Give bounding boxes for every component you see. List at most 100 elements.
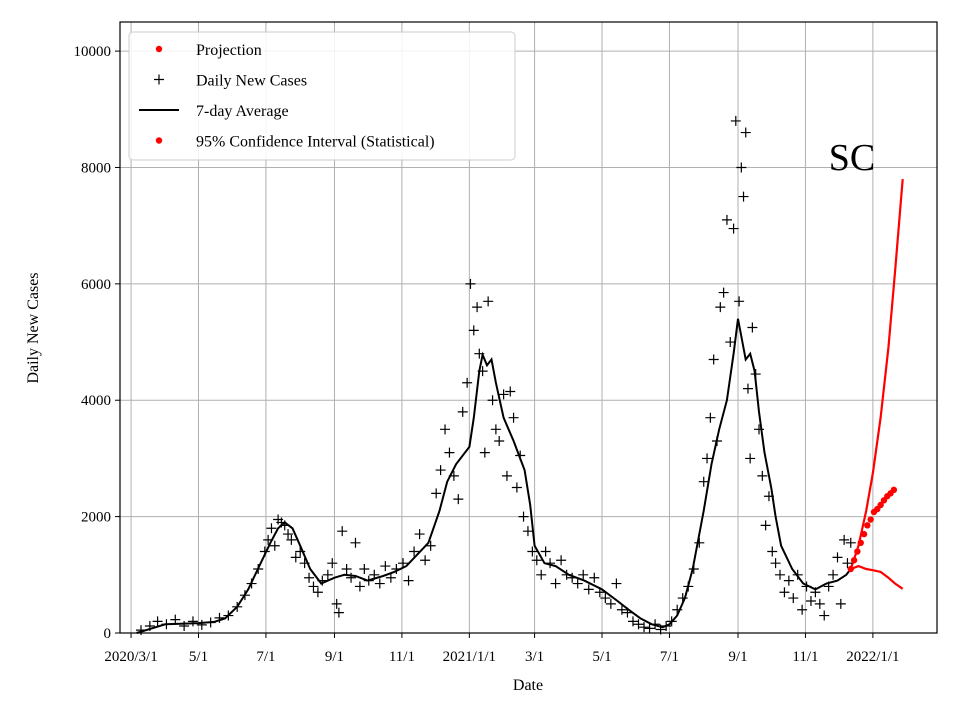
x-tick-label: 11/1 <box>389 649 415 665</box>
x-tick-label: 11/1 <box>792 649 818 665</box>
daily-case-marker <box>730 115 741 126</box>
daily-case-marker <box>501 470 512 481</box>
daily-case-marker <box>835 598 846 609</box>
daily-case-marker <box>350 537 361 548</box>
daily-case-marker <box>331 598 342 609</box>
y-tick-label: 2000 <box>81 510 111 526</box>
legend-dot-marker <box>155 137 163 144</box>
daily-case-marker <box>819 610 830 621</box>
daily-case-marker <box>327 558 338 569</box>
daily-case-marker <box>490 424 501 435</box>
x-tick-label: 5/1 <box>592 649 611 665</box>
daily-case-marker <box>295 546 306 557</box>
x-tick-label: 7/1 <box>660 649 679 665</box>
projection-point <box>860 530 868 538</box>
daily-case-marker <box>223 610 234 621</box>
daily-case-marker <box>627 616 638 627</box>
daily-case-marker <box>308 581 319 592</box>
daily-case-marker <box>832 552 843 563</box>
daily-case-marker <box>472 302 483 313</box>
daily-case-marker <box>232 601 243 612</box>
daily-case-marker <box>536 569 547 580</box>
daily-case-marker <box>290 552 301 563</box>
daily-case-marker <box>299 558 310 569</box>
x-tick-label: 3/1 <box>525 649 544 665</box>
daily-case-marker <box>589 572 600 583</box>
daily-case-marker <box>561 569 572 580</box>
daily-case-marker <box>792 569 803 580</box>
projection-point <box>854 548 861 555</box>
x-tick-label: 5/1 <box>189 649 208 665</box>
daily-case-marker <box>683 581 694 592</box>
daily-case-marker <box>363 575 374 586</box>
y-tick-label: 10000 <box>74 44 112 60</box>
daily-case-marker <box>545 558 556 569</box>
daily-case-marker <box>477 366 488 377</box>
x-tick-label: 9/1 <box>728 649 747 665</box>
daily-case-marker <box>508 412 519 423</box>
daily-case-marker <box>170 614 181 625</box>
daily-case-marker <box>196 619 207 630</box>
daily-case-marker <box>715 302 726 313</box>
daily-case-marker <box>688 563 699 574</box>
daily-case-marker <box>187 616 198 627</box>
daily-case-marker <box>403 575 414 586</box>
daily-case-marker <box>474 348 485 359</box>
daily-case-marker <box>540 546 551 557</box>
x-tick-label: 2021/1/1 <box>443 649 496 665</box>
daily-case-marker <box>801 581 812 592</box>
daily-case-marker <box>797 604 808 615</box>
daily-case-marker <box>839 534 850 545</box>
y-tick-label: 8000 <box>81 160 111 176</box>
legend-label: Projection <box>196 42 262 59</box>
y-tick-label: 4000 <box>81 393 111 409</box>
average-line <box>136 318 852 634</box>
daily-case-marker <box>556 555 567 566</box>
daily-case-marker <box>414 529 425 540</box>
daily-case-marker <box>527 546 538 557</box>
daily-case-marker <box>742 383 753 394</box>
legend-dot-marker <box>155 45 163 53</box>
daily-case-marker <box>738 191 749 202</box>
daily-case-marker <box>788 593 799 604</box>
daily-case-marker <box>583 584 594 595</box>
daily-case-marker <box>465 278 476 289</box>
daily-case-marker <box>453 494 464 505</box>
projection-point <box>850 557 858 564</box>
daily-case-marker <box>728 223 739 234</box>
daily-case-marker <box>409 546 420 557</box>
daily-case-marker <box>736 162 747 173</box>
legend-label: 95% Confidence Interval (Statistical) <box>196 134 435 151</box>
daily-case-marker <box>253 563 264 574</box>
daily-case-marker <box>246 578 257 589</box>
daily-case-marker <box>810 587 821 598</box>
projection-markers <box>847 486 898 573</box>
daily-case-marker <box>845 537 856 548</box>
daily-case-marker <box>369 569 380 580</box>
daily-case-marker <box>702 453 713 464</box>
daily-case-marker <box>611 578 622 589</box>
projection-point <box>847 565 854 573</box>
daily-case-marker <box>511 482 522 493</box>
daily-case-marker <box>457 406 468 417</box>
legend-label: 7-day Average <box>196 103 289 120</box>
daily-case-marker <box>239 590 250 601</box>
projection-point <box>864 522 871 529</box>
daily-case-marker <box>531 555 542 566</box>
daily-case-marker <box>600 593 611 604</box>
daily-case-marker <box>694 537 705 548</box>
daily-case-marker <box>661 621 672 632</box>
daily-case-marker <box>425 540 436 551</box>
projection-point <box>890 486 898 494</box>
daily-case-marker <box>594 587 605 598</box>
daily-case-marker <box>374 578 385 589</box>
daily-case-marker <box>322 569 333 580</box>
x-tick-label: 9/1 <box>325 649 344 665</box>
seven-day-average-line <box>136 318 852 634</box>
confidence-lower-line <box>850 564 904 590</box>
daily-case-marker <box>763 491 774 502</box>
daily-case-marker <box>842 558 853 569</box>
daily-case-marker <box>498 389 509 400</box>
daily-case-marker <box>677 593 688 604</box>
